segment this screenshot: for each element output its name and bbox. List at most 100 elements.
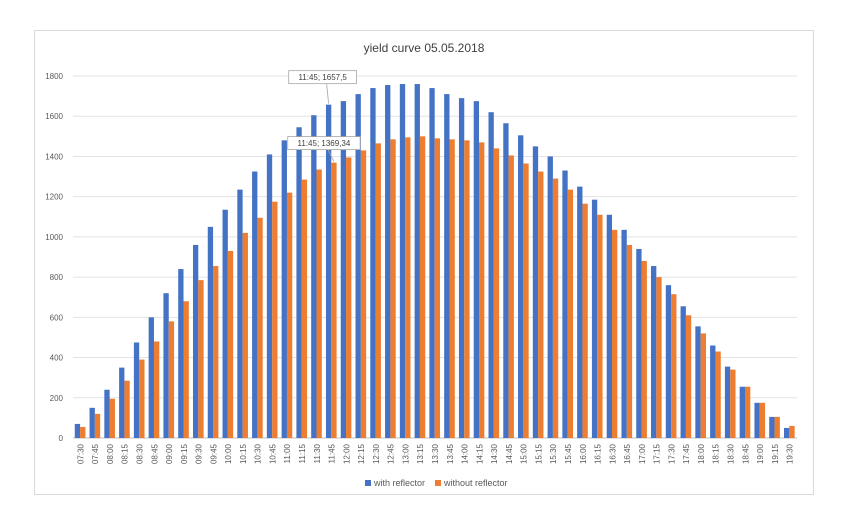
- x-tick-label: 17:15: [653, 443, 662, 464]
- x-tick-label: 10:45: [268, 443, 277, 464]
- bar-without-reflector: [419, 136, 426, 438]
- legend-label-with-reflector: with reflector: [374, 478, 426, 488]
- bar-with-reflector: [577, 186, 583, 438]
- bar-with-reflector: [769, 416, 775, 438]
- x-tick-label: 11:00: [283, 443, 292, 463]
- y-tick-label: 1000: [45, 233, 63, 242]
- bar-without-reflector: [346, 157, 352, 438]
- bar-without-reflector: [612, 229, 618, 438]
- bar-with-reflector: [695, 326, 701, 438]
- bar-without-reflector: [715, 351, 721, 438]
- bar-with-reflector: [562, 170, 568, 438]
- x-tick-label: 19:00: [756, 443, 765, 464]
- bar-with-reflector: [754, 402, 760, 438]
- bar-without-reflector: [139, 359, 145, 438]
- y-tick-label: 1600: [45, 112, 63, 121]
- x-tick-label: 15:45: [564, 443, 573, 464]
- bar-without-reflector: [272, 201, 278, 438]
- bar-with-reflector: [281, 140, 287, 438]
- legend-item-without-reflector: without reflector: [435, 478, 508, 488]
- x-tick-label: 18:15: [712, 443, 721, 464]
- bar-with-reflector: [178, 269, 184, 438]
- chart-frame: yield curve 05.05.2018 0 200 400 600 800 1000…: [34, 30, 814, 495]
- bar-with-reflector: [606, 214, 613, 438]
- bar-with-reflector: [207, 226, 214, 438]
- bar-with-reflector: [370, 88, 376, 439]
- bar-with-reflector: [547, 156, 553, 438]
- y-tick-label: 200: [50, 394, 64, 403]
- x-tick-label: 11:15: [298, 443, 307, 463]
- data-callout-label: 11:45; 1369,34: [298, 139, 351, 148]
- bar-with-reflector: [355, 94, 361, 438]
- bar-without-reflector: [390, 139, 396, 438]
- bar-with-reflector: [444, 94, 450, 438]
- bar-with-reflector: [488, 112, 494, 438]
- bar-with-reflector: [518, 135, 524, 439]
- bar-without-reflector: [493, 148, 500, 438]
- x-tick-label: 15:15: [534, 443, 543, 464]
- y-tick-label: 0: [59, 434, 64, 443]
- bar-with-reflector: [621, 229, 627, 438]
- x-tick-label: 17:45: [682, 443, 691, 464]
- bar-chart: 0 200 400 600 800 1000 1200 1400 1600 1800 07:30 07…: [45, 70, 797, 464]
- bar-with-reflector: [104, 389, 110, 438]
- bar-with-reflector: [222, 209, 228, 438]
- x-tick-label: 16:00: [579, 443, 588, 464]
- bar-without-reflector: [744, 386, 751, 438]
- x-tick-label: 08:15: [121, 443, 130, 464]
- bar-without-reflector: [109, 398, 115, 438]
- x-tick-label: 18:00: [697, 443, 706, 464]
- x-tick-label: 09:15: [180, 443, 189, 464]
- x-tick-label: 09:00: [165, 443, 174, 464]
- bar-with-reflector: [665, 285, 672, 438]
- bar-without-reflector: [523, 163, 529, 438]
- y-tick-label: 1200: [45, 193, 63, 202]
- bar-with-reflector: [296, 127, 302, 439]
- bar-without-reflector: [301, 179, 308, 439]
- bar-without-reflector: [700, 333, 706, 438]
- x-tick-label: 16:15: [594, 443, 603, 464]
- bar-without-reflector: [331, 162, 337, 438]
- x-tick-label: 09:45: [209, 443, 218, 464]
- bar-with-reflector: [591, 199, 598, 438]
- bar-with-reflector: [710, 345, 716, 438]
- x-tick-label: 10:00: [224, 443, 233, 464]
- bar-without-reflector: [257, 217, 263, 438]
- bar-without-reflector: [80, 426, 86, 438]
- bar-with-reflector: [739, 386, 745, 438]
- x-tick-label: 09:30: [195, 443, 204, 464]
- x-tick-label: 13:00: [401, 443, 410, 464]
- bar-without-reflector: [360, 150, 367, 438]
- x-tick-label: 12:15: [357, 443, 366, 464]
- bar-without-reflector: [168, 321, 175, 438]
- bar-with-reflector: [311, 115, 317, 438]
- x-tick-label: 14:00: [461, 443, 470, 464]
- bar-with-reflector: [133, 342, 140, 438]
- x-tick-label: 18:30: [727, 443, 736, 464]
- bar-without-reflector: [434, 138, 441, 438]
- x-tick-label: 08:00: [106, 443, 115, 464]
- bar-without-reflector: [656, 277, 662, 438]
- bar-with-reflector: [783, 427, 790, 438]
- x-tick-label: 13:30: [431, 443, 440, 464]
- legend-item-with-reflector: with reflector: [365, 478, 425, 488]
- x-tick-label: 16:30: [608, 443, 617, 464]
- bar-without-reflector: [183, 301, 189, 438]
- bar-without-reflector: [316, 169, 322, 438]
- data-callout-box: [288, 70, 357, 85]
- x-tick-label: 10:15: [239, 443, 248, 464]
- bar-with-reflector: [503, 123, 509, 438]
- bar-with-reflector: [385, 85, 391, 439]
- x-tick-label: 14:15: [475, 443, 484, 464]
- bar-with-reflector: [414, 84, 420, 439]
- bar-with-reflector: [192, 244, 199, 438]
- bar-without-reflector: [124, 380, 130, 438]
- bar-with-reflector: [680, 306, 686, 438]
- legend-swatch-without-reflector: [435, 480, 442, 486]
- x-tick-label: 15:30: [549, 443, 558, 464]
- bar-with-reflector: [252, 171, 258, 438]
- bar-without-reflector: [685, 315, 692, 438]
- x-tick-label: 14:45: [505, 443, 514, 464]
- x-tick-label: 08:30: [135, 443, 144, 464]
- x-tick-label: 11:45: [328, 443, 337, 463]
